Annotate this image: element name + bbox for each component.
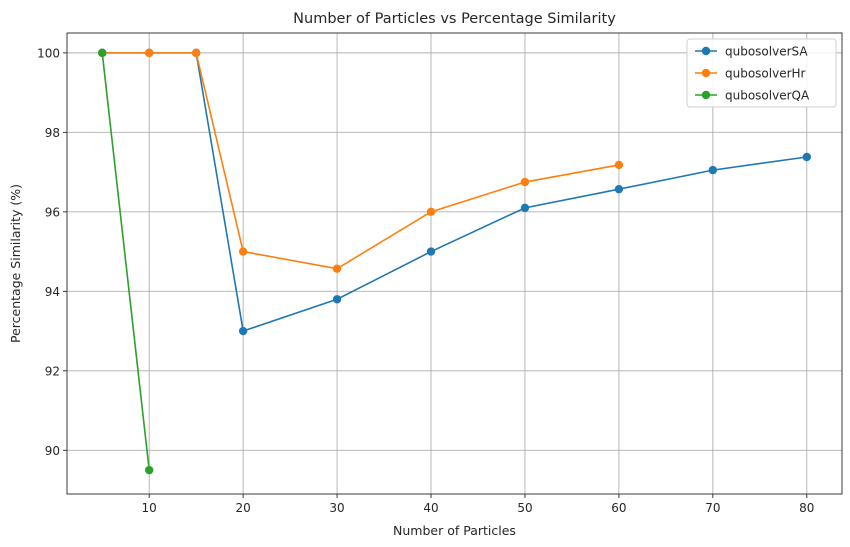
series-line xyxy=(101,52,150,471)
series-qubosolverHr xyxy=(98,48,624,273)
chart-title: Number of Particles vs Percentage Simila… xyxy=(293,11,616,27)
y-tick-label: 94 xyxy=(45,285,60,299)
data-point xyxy=(426,207,436,217)
x-tick-label: 70 xyxy=(705,501,720,515)
data-point xyxy=(614,184,624,194)
y-tick-label: 92 xyxy=(45,364,60,378)
legend-item: qubosolverQA xyxy=(695,89,810,103)
legend-box xyxy=(686,38,837,108)
data-point xyxy=(144,48,154,58)
y-tick-label: 96 xyxy=(45,205,60,219)
data-point xyxy=(520,203,530,213)
data-point xyxy=(614,160,624,170)
y-tick-label: 90 xyxy=(45,444,60,458)
data-point xyxy=(238,326,248,336)
y-tick-label: 98 xyxy=(45,126,60,140)
data-point xyxy=(426,247,436,256)
y-tick-label: 100 xyxy=(37,46,60,60)
legend-marker xyxy=(701,46,711,56)
legend-item: qubosolverHr xyxy=(695,67,806,81)
x-tick-label: 60 xyxy=(611,501,626,515)
y-axis-label: Percentage Similarity (%) xyxy=(8,184,23,343)
y-axis: 90 92 94 96 98 100 xyxy=(37,46,67,458)
x-tick-label: 40 xyxy=(423,501,438,515)
x-axis-label: Number of Particles xyxy=(393,523,516,538)
x-tick-label: 20 xyxy=(235,501,250,515)
data-point xyxy=(332,295,342,304)
legend-label: qubosolverSA xyxy=(725,45,808,59)
x-tick-label: 10 xyxy=(142,501,157,515)
series-qubosolverQA xyxy=(98,48,154,475)
data-point xyxy=(520,177,530,187)
legend-label: qubosolverQA xyxy=(725,89,810,103)
data-point xyxy=(98,48,107,58)
series-layer xyxy=(98,48,811,475)
plot-frame xyxy=(66,32,843,495)
data-point xyxy=(191,48,201,58)
x-tick-label: 80 xyxy=(799,501,814,515)
data-point xyxy=(238,247,248,256)
legend-item: qubosolverSA xyxy=(695,45,808,59)
data-point xyxy=(144,465,154,475)
series-line xyxy=(102,52,620,270)
legend: qubosolverSA qubosolverHr qubosolverQA xyxy=(686,38,837,108)
x-tick-label: 50 xyxy=(517,501,532,515)
x-axis: 10 20 30 40 50 60 70 80 xyxy=(142,494,814,515)
data-point xyxy=(802,152,811,162)
legend-marker xyxy=(701,90,711,100)
legend-marker xyxy=(701,68,711,78)
data-point xyxy=(332,264,342,273)
legend-label: qubosolverHr xyxy=(725,67,806,81)
data-point xyxy=(708,165,718,175)
x-tick-label: 30 xyxy=(329,501,344,515)
